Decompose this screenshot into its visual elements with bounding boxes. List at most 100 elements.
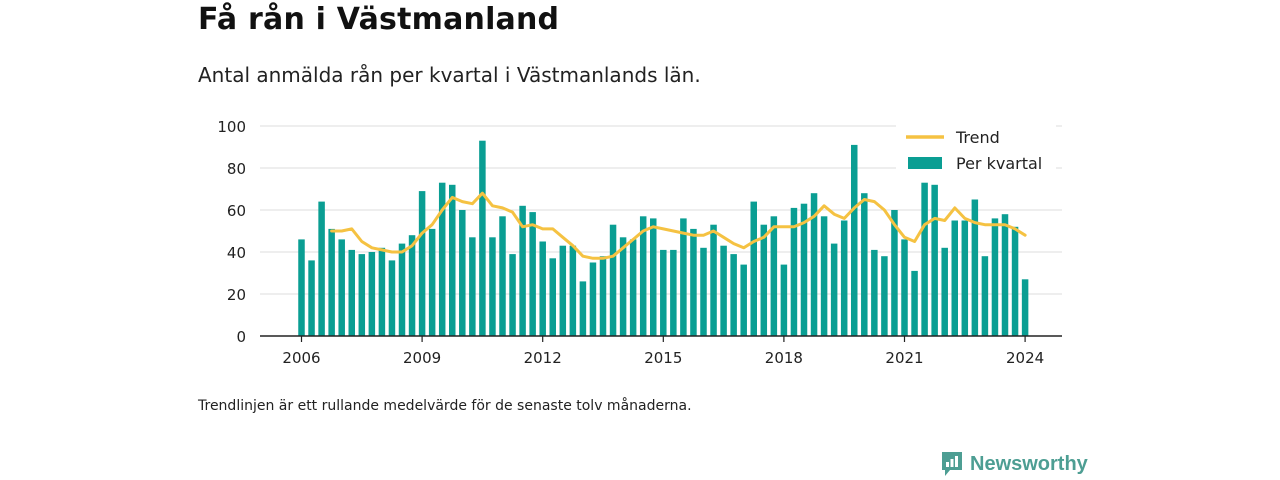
bar bbox=[328, 228, 335, 336]
bar bbox=[629, 239, 637, 336]
bar bbox=[991, 218, 999, 336]
bar bbox=[469, 237, 476, 336]
bar bbox=[639, 216, 647, 336]
x-tick-label: 2009 bbox=[403, 349, 441, 367]
bar bbox=[569, 245, 577, 336]
chart-title: Få rån i Västmanland bbox=[198, 2, 560, 37]
legend-background bbox=[896, 124, 1056, 180]
bar bbox=[308, 260, 315, 336]
bar bbox=[720, 245, 727, 336]
trend-line bbox=[330, 191, 1027, 260]
bar bbox=[338, 239, 345, 336]
bar bbox=[830, 243, 838, 336]
x-tick-label: 2021 bbox=[885, 349, 923, 367]
bar bbox=[529, 212, 536, 336]
bar bbox=[780, 264, 788, 336]
bar bbox=[921, 182, 928, 336]
bar bbox=[931, 184, 938, 336]
y-tick-label: 0 bbox=[236, 328, 246, 346]
bar bbox=[911, 270, 918, 336]
bar bbox=[840, 220, 848, 336]
bar bbox=[368, 252, 376, 336]
bar bbox=[650, 218, 657, 336]
bar bbox=[619, 237, 627, 336]
bar bbox=[851, 144, 858, 336]
x-tick-label: 2018 bbox=[765, 349, 803, 367]
bar bbox=[1021, 279, 1029, 336]
brand-name: Newsworthy bbox=[970, 452, 1088, 475]
bar bbox=[459, 210, 466, 336]
bar bbox=[318, 201, 325, 336]
bar bbox=[871, 249, 878, 336]
footnote: Trendlinjen är ett rullande medelvärde f… bbox=[198, 398, 692, 414]
bar bbox=[810, 193, 818, 336]
bar bbox=[348, 249, 355, 336]
bar bbox=[770, 216, 778, 336]
y-tick-label: 40 bbox=[227, 244, 246, 262]
bar bbox=[378, 247, 386, 336]
y-tick-label: 20 bbox=[227, 286, 246, 304]
y-tick-label: 100 bbox=[217, 118, 246, 136]
bar bbox=[398, 243, 406, 336]
bar bbox=[549, 258, 556, 336]
newsworthy-logo-icon bbox=[942, 452, 962, 476]
bar bbox=[1011, 226, 1019, 336]
bar bbox=[760, 224, 768, 336]
bar bbox=[499, 216, 506, 336]
bar bbox=[438, 182, 446, 336]
bar bbox=[790, 207, 798, 336]
x-tick-label: 2012 bbox=[524, 349, 562, 367]
bar bbox=[820, 216, 828, 336]
bar bbox=[489, 237, 496, 336]
bar bbox=[589, 262, 597, 336]
bar bbox=[981, 256, 989, 336]
bar bbox=[670, 249, 677, 336]
legend-bar-label: Per kvartal bbox=[956, 154, 1042, 173]
bar bbox=[730, 254, 737, 336]
bar bbox=[881, 256, 888, 336]
x-axis: 2006 2009 2012 2015 2018 2021 2024 bbox=[260, 335, 1062, 367]
bar bbox=[700, 247, 707, 336]
y-axis-ticks: 0 20 40 60 80 100 bbox=[217, 118, 246, 346]
bar bbox=[358, 254, 366, 336]
bar bbox=[750, 201, 757, 336]
bar bbox=[690, 228, 697, 336]
bar bbox=[951, 220, 958, 336]
x-tick-label: 2006 bbox=[282, 349, 320, 367]
bar bbox=[509, 254, 516, 336]
bar bbox=[740, 264, 747, 336]
bar bbox=[861, 193, 868, 336]
legend: Trend Per kvartal bbox=[896, 124, 1056, 180]
y-tick-label: 60 bbox=[227, 202, 246, 220]
bar bbox=[559, 245, 567, 336]
bar bbox=[298, 239, 305, 336]
x-tick-label: 2024 bbox=[1006, 349, 1044, 367]
legend-trend-label: Trend bbox=[955, 128, 1000, 147]
bar bbox=[418, 191, 426, 336]
x-tick-label: 2015 bbox=[644, 349, 682, 367]
bar bbox=[800, 203, 808, 336]
chart-subtitle: Antal anmälda rån per kvartal i Västmanl… bbox=[198, 63, 701, 87]
bar bbox=[408, 235, 416, 336]
bar bbox=[428, 228, 436, 336]
bar bbox=[479, 140, 486, 336]
trend-series bbox=[330, 191, 1027, 260]
chart: 0 20 40 60 80 100 2006 2009 2012 2015 2018 2021 202… bbox=[217, 118, 1062, 367]
bar bbox=[449, 184, 456, 336]
y-tick-label: 80 bbox=[227, 160, 246, 178]
bar bbox=[660, 249, 667, 336]
brand-logo[interactable]: Newsworthy bbox=[940, 450, 1088, 478]
bar-series bbox=[298, 140, 1029, 336]
bar bbox=[539, 241, 546, 336]
bar bbox=[941, 247, 948, 336]
bar bbox=[971, 199, 979, 336]
bar bbox=[891, 210, 898, 336]
bar bbox=[599, 256, 607, 336]
bar bbox=[519, 205, 526, 336]
bar bbox=[680, 218, 687, 336]
bar bbox=[961, 220, 969, 336]
bar bbox=[609, 224, 617, 336]
bar bbox=[388, 260, 396, 336]
legend-bar-swatch bbox=[908, 157, 942, 169]
bar bbox=[1001, 214, 1009, 336]
